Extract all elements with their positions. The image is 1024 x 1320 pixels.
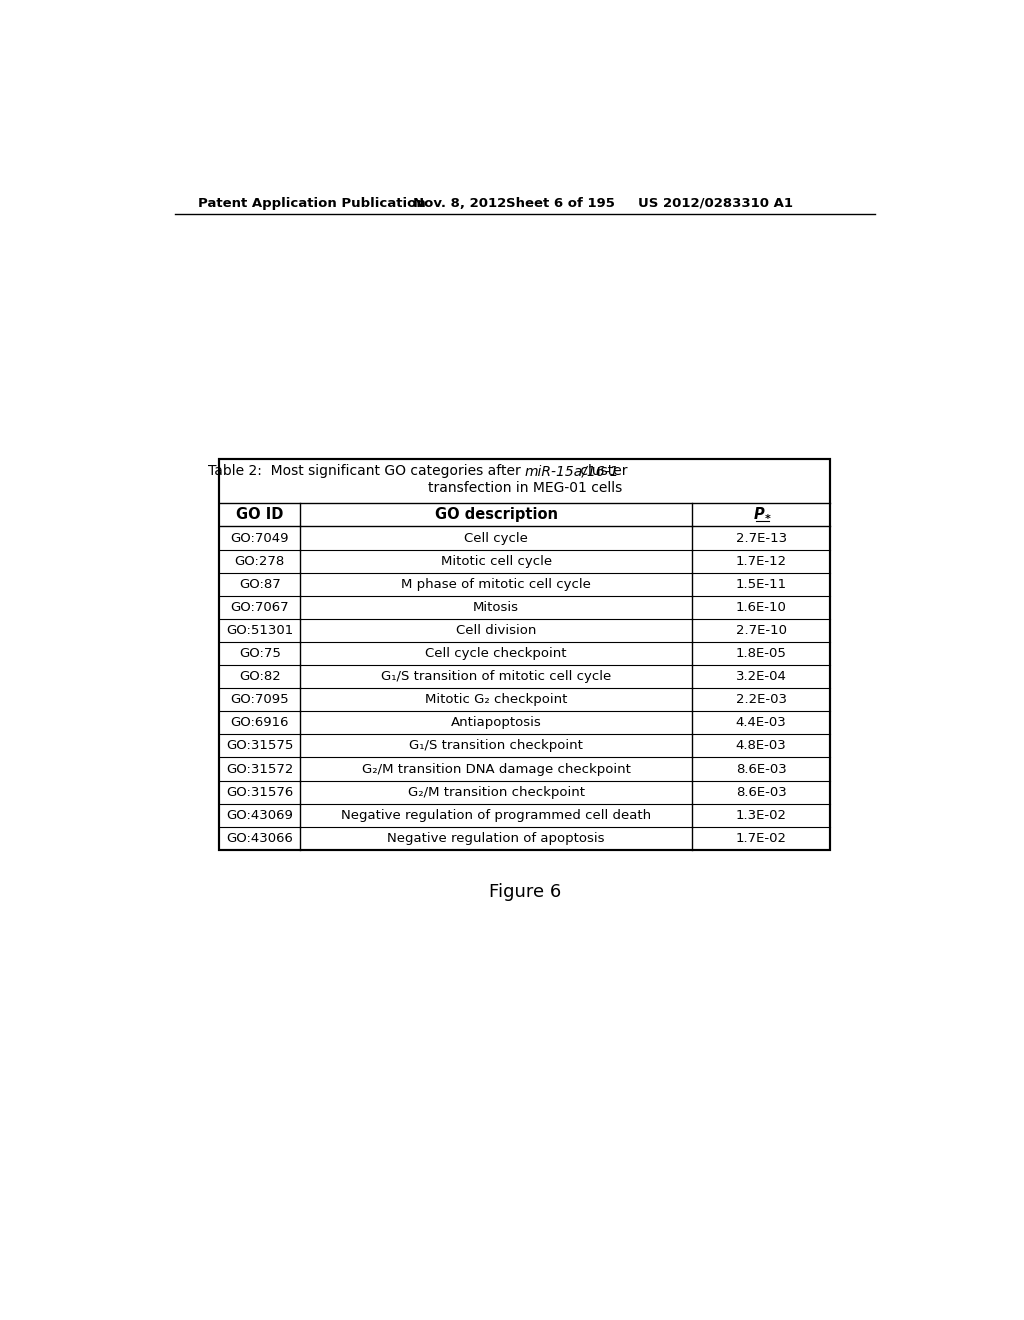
Text: G₁/S transition checkpoint: G₁/S transition checkpoint [410, 739, 583, 752]
Text: Antiapoptosis: Antiapoptosis [451, 717, 542, 730]
Text: transfection in MEG-01 cells: transfection in MEG-01 cells [428, 480, 622, 495]
Text: Negative regulation of programmed cell death: Negative regulation of programmed cell d… [341, 809, 651, 822]
Text: Mitotic cell cycle: Mitotic cell cycle [440, 554, 552, 568]
Text: 2.7E-10: 2.7E-10 [735, 624, 786, 638]
Text: G₁/S transition of mitotic cell cycle: G₁/S transition of mitotic cell cycle [381, 671, 611, 684]
Text: Negative regulation of apoptosis: Negative regulation of apoptosis [387, 832, 605, 845]
Text: P: P [754, 507, 764, 523]
Text: miR-15a/16-1: miR-15a/16-1 [524, 465, 620, 478]
Text: GO:51301: GO:51301 [226, 624, 293, 638]
Text: GO:43066: GO:43066 [226, 832, 293, 845]
Text: Figure 6: Figure 6 [488, 883, 561, 902]
Text: US 2012/0283310 A1: US 2012/0283310 A1 [638, 197, 793, 210]
Text: cluster: cluster [575, 465, 628, 478]
Text: G₂/M transition checkpoint: G₂/M transition checkpoint [408, 785, 585, 799]
Text: GO ID: GO ID [237, 507, 284, 523]
Bar [219, 459, 830, 850]
Text: GO:7067: GO:7067 [230, 601, 289, 614]
Text: Mitotic G₂ checkpoint: Mitotic G₂ checkpoint [425, 693, 567, 706]
Text: GO:7049: GO:7049 [230, 532, 289, 545]
Text: Nov. 8, 2012: Nov. 8, 2012 [414, 197, 507, 210]
Text: M phase of mitotic cell cycle: M phase of mitotic cell cycle [401, 578, 591, 591]
Text: GO:31572: GO:31572 [226, 763, 294, 776]
Text: 1.6E-10: 1.6E-10 [735, 601, 786, 614]
Text: 1.8E-05: 1.8E-05 [735, 647, 786, 660]
Text: Sheet 6 of 195: Sheet 6 of 195 [506, 197, 615, 210]
Text: 8.6E-03: 8.6E-03 [736, 763, 786, 776]
Text: GO description: GO description [434, 507, 558, 523]
Text: 1.7E-02: 1.7E-02 [735, 832, 786, 845]
Text: Cell cycle checkpoint: Cell cycle checkpoint [425, 647, 567, 660]
Text: GO:75: GO:75 [239, 647, 281, 660]
Text: Cell division: Cell division [456, 624, 537, 638]
Text: GO:31575: GO:31575 [226, 739, 294, 752]
Text: 4.8E-03: 4.8E-03 [736, 739, 786, 752]
Text: GO:7095: GO:7095 [230, 693, 289, 706]
Text: G₂/M transition DNA damage checkpoint: G₂/M transition DNA damage checkpoint [361, 763, 631, 776]
Text: GO:31576: GO:31576 [226, 785, 293, 799]
Text: Cell cycle: Cell cycle [464, 532, 528, 545]
Text: 2.7E-13: 2.7E-13 [735, 532, 786, 545]
Text: *: * [765, 513, 771, 524]
Bar [219, 459, 830, 850]
Text: 8.6E-03: 8.6E-03 [736, 785, 786, 799]
Text: GO:87: GO:87 [239, 578, 281, 591]
Text: GO:6916: GO:6916 [230, 717, 289, 730]
Text: 1.5E-11: 1.5E-11 [735, 578, 786, 591]
Text: 1.3E-02: 1.3E-02 [735, 809, 786, 822]
Text: GO:43069: GO:43069 [226, 809, 293, 822]
Text: Mitosis: Mitosis [473, 601, 519, 614]
Text: GO:82: GO:82 [239, 671, 281, 684]
Text: 1.7E-12: 1.7E-12 [735, 554, 786, 568]
Text: 4.4E-03: 4.4E-03 [736, 717, 786, 730]
Text: Table 2:  Most significant GO categories after: Table 2: Most significant GO categories … [208, 465, 524, 478]
Text: 2.2E-03: 2.2E-03 [735, 693, 786, 706]
Text: GO:278: GO:278 [234, 554, 285, 568]
Text: Patent Application Publication: Patent Application Publication [198, 197, 426, 210]
Text: 3.2E-04: 3.2E-04 [735, 671, 786, 684]
